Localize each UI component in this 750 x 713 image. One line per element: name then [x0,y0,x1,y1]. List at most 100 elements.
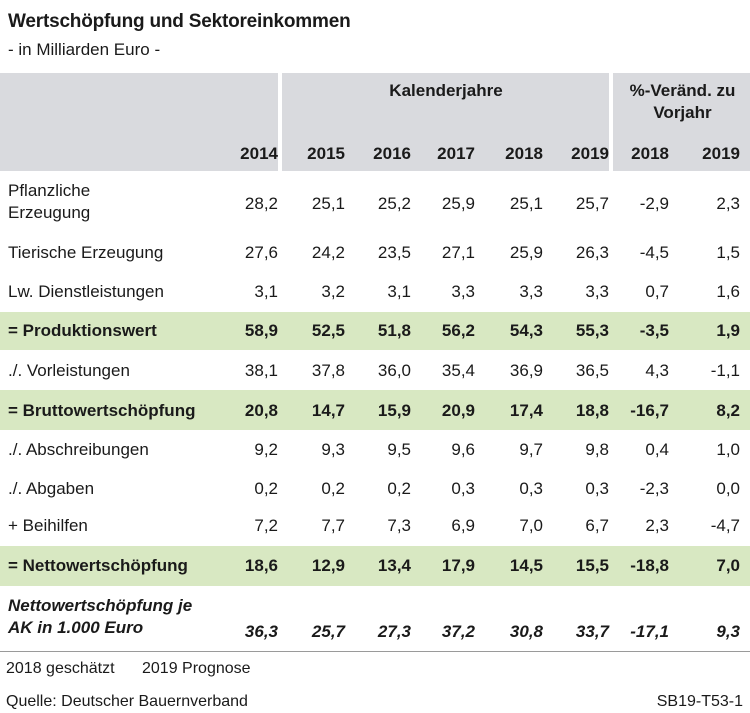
table-cell: 51,8 [377,321,411,340]
row-label: ./. Abschreibungen [8,440,149,459]
note-estimated: 2018 geschätzt [6,660,115,677]
column-header: 2018 [505,144,543,163]
table-cell: 38,1 [244,361,278,380]
table-cell: 7,7 [321,516,345,535]
table-cell: 55,3 [575,321,609,340]
row-label: Pflanzliche Erzeugung [8,181,91,222]
table-cell: 0,7 [645,282,669,301]
table-cell: 18,6 [244,556,278,575]
row-label: = Nettowertschöpfung [8,556,188,575]
row-label: Nettowertschöpfung je AK in 1.000 Euro [8,596,193,637]
table-cell: 0,3 [585,479,609,498]
table-cell: 15,5 [575,556,609,575]
table-cell: 17,9 [441,556,475,575]
table-cell: 0,4 [645,440,669,459]
row-label: + Beihilfen [8,516,88,535]
table-cell: 14,7 [311,401,345,420]
table-cell: 3,2 [321,282,345,301]
table-cell: 14,5 [509,556,543,575]
table-cell: 9,5 [387,440,411,459]
row-label: = Bruttowertschöpfung [8,401,196,420]
table-cell: 25,7 [311,622,345,641]
table-cell: 1,0 [716,440,740,459]
row-label: = Produktionswert [8,321,157,340]
table-cell: 25,1 [509,194,543,213]
table-cell: 36,9 [509,361,543,380]
table-cell: -2,3 [639,479,669,498]
table-cell: 20,9 [441,401,475,420]
table-cell: 1,9 [716,321,740,340]
table-cell: -4,7 [710,516,740,535]
table-cell: 3,1 [387,282,411,301]
group-header-years: Kalenderjahre [389,81,503,100]
table-cell: 36,3 [244,622,278,641]
table-cell: 37,8 [311,361,345,380]
table-cell: 0,3 [451,479,475,498]
table-cell: 24,2 [311,243,345,262]
table-cell: 9,6 [451,440,475,459]
table-cell: 2,3 [716,194,740,213]
table-title: Wertschöpfung und Sektoreinkommen [8,11,351,32]
header-separator [609,73,613,171]
highlight-band [0,312,750,350]
table-cell: 9,3 [321,440,345,459]
row-label: ./. Vorleistungen [8,361,130,380]
table-cell: 6,9 [451,516,475,535]
table-cell: 30,8 [509,622,543,641]
column-header: 2016 [373,144,411,163]
table-cell: -4,5 [639,243,669,262]
table-cell: 0,2 [387,479,411,498]
table-cell: 1,5 [716,243,740,262]
row-label: Lw. Dienstleistungen [8,282,164,301]
table-cell: -16,7 [630,401,669,420]
table-cell: 3,3 [451,282,475,301]
table-cell: 27,1 [441,243,475,262]
table-cell: 13,4 [377,556,411,575]
table-cell: 0,0 [716,479,740,498]
source-note: Quelle: Deutscher Bauernverband [6,693,248,710]
table-cell: 52,5 [311,321,345,340]
row-label: Tierische Erzeugung [8,243,164,262]
table-cell: 54,3 [509,321,543,340]
table-cell: 0,2 [321,479,345,498]
table-cell: 58,9 [244,321,278,340]
header-band [0,73,750,171]
table-cell: 8,2 [716,401,740,420]
table-cell: 12,9 [311,556,345,575]
table-subtitle: - in Milliarden Euro - [8,40,161,59]
table-cell: 15,9 [377,401,411,420]
footer-divider [0,651,750,652]
column-header: 2018 [631,144,669,163]
row-label: ./. Abgaben [8,479,95,498]
table-cell: 27,6 [244,243,278,262]
table-cell: 1,6 [716,282,740,301]
column-header: 2017 [437,144,475,163]
table-cell: -1,1 [710,361,740,380]
table-cell: 17,4 [509,401,543,420]
table-cell: 7,3 [387,516,411,535]
column-header: 2019 [571,144,609,163]
table-cell: 7,0 [519,516,543,535]
table-cell: 7,0 [716,556,740,575]
highlight-band [0,390,750,430]
table-cell: 3,3 [519,282,543,301]
table-cell: 36,0 [377,361,411,380]
column-header: 2014 [240,144,278,163]
table-code: SB19-T53-1 [656,693,743,710]
table-cell: 35,4 [441,361,475,380]
table-cell: 9,2 [254,440,278,459]
table-cell: 4,3 [645,361,669,380]
header-separator [278,73,282,171]
table-cell: 3,3 [585,282,609,301]
table-cell: 2,3 [645,516,669,535]
table-cell: 25,7 [575,194,609,213]
table-cell: 56,2 [441,321,475,340]
group-header-change: %-Veränd. zu Vorjahr [629,81,736,122]
table-cell: 37,2 [441,622,475,641]
table-cell: 25,9 [509,243,543,262]
table-cell: 23,5 [377,243,411,262]
table-cell: 36,5 [575,361,609,380]
table-cell: 6,7 [585,516,609,535]
table-cell: 27,3 [377,622,411,641]
table-cell: 33,7 [575,622,609,641]
